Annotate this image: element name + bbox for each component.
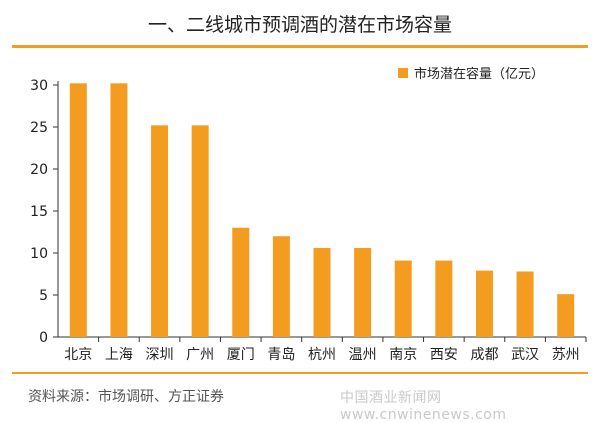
- bar-2: [110, 83, 128, 337]
- footer-divider: [12, 372, 588, 374]
- x-tick-label: 西安: [430, 347, 458, 363]
- legend-label: 市场潜在容量（亿元）: [414, 67, 545, 82]
- bar-3: [151, 125, 169, 337]
- x-tick-label: 青岛: [267, 347, 295, 363]
- title-divider: [12, 45, 588, 48]
- x-tick-label: 苏州: [552, 347, 580, 363]
- x-tick-label: 上海: [105, 347, 133, 363]
- x-tick-label: 杭州: [308, 347, 336, 363]
- y-tick-label: 20: [30, 162, 48, 178]
- bar-11: [475, 270, 493, 337]
- y-tick-label: 30: [30, 78, 48, 94]
- bar-1: [69, 83, 87, 337]
- bar-chart: 0 5 10 15 20 25 30 北京 上海 深圳 广州 厦门 青岛 杭州 温州 南京 西安 成都 武汉 苏州: [30, 78, 587, 363]
- bar-4: [191, 125, 209, 337]
- bar-6: [272, 236, 290, 337]
- x-tick-label: 温州: [349, 347, 377, 363]
- x-tick-label: 武汉: [511, 347, 539, 363]
- x-tick-label: 广州: [186, 347, 214, 363]
- watermark: 中国酒业新闻网 www.cnwinenews.com: [340, 390, 507, 423]
- bar-9: [394, 260, 412, 337]
- legend: 市场潜在容量（亿元）: [398, 63, 544, 82]
- bar-8: [354, 247, 372, 337]
- x-tick-label: 北京: [64, 347, 92, 363]
- x-tick-label: 成都: [470, 347, 498, 363]
- legend-swatch: [398, 67, 408, 78]
- chart-title: 一、二线城市预调酒的潜在市场容量: [147, 14, 452, 36]
- x-tick-label: 南京: [389, 347, 417, 363]
- x-tick-label: 深圳: [146, 347, 174, 363]
- bar-5: [232, 227, 250, 337]
- source-note: 资料来源：市场调研、方正证券: [28, 389, 224, 405]
- bar-10: [435, 260, 453, 337]
- y-tick-label: 15: [30, 204, 48, 220]
- y-tick-label: 0: [39, 330, 48, 346]
- bar-7: [313, 247, 331, 337]
- bar-13: [557, 294, 575, 337]
- bar-12: [516, 271, 534, 337]
- x-tick-label: 厦门: [227, 347, 255, 363]
- y-tick-label: 5: [39, 288, 48, 304]
- y-tick-label: 25: [30, 120, 48, 136]
- y-tick-label: 10: [30, 246, 48, 262]
